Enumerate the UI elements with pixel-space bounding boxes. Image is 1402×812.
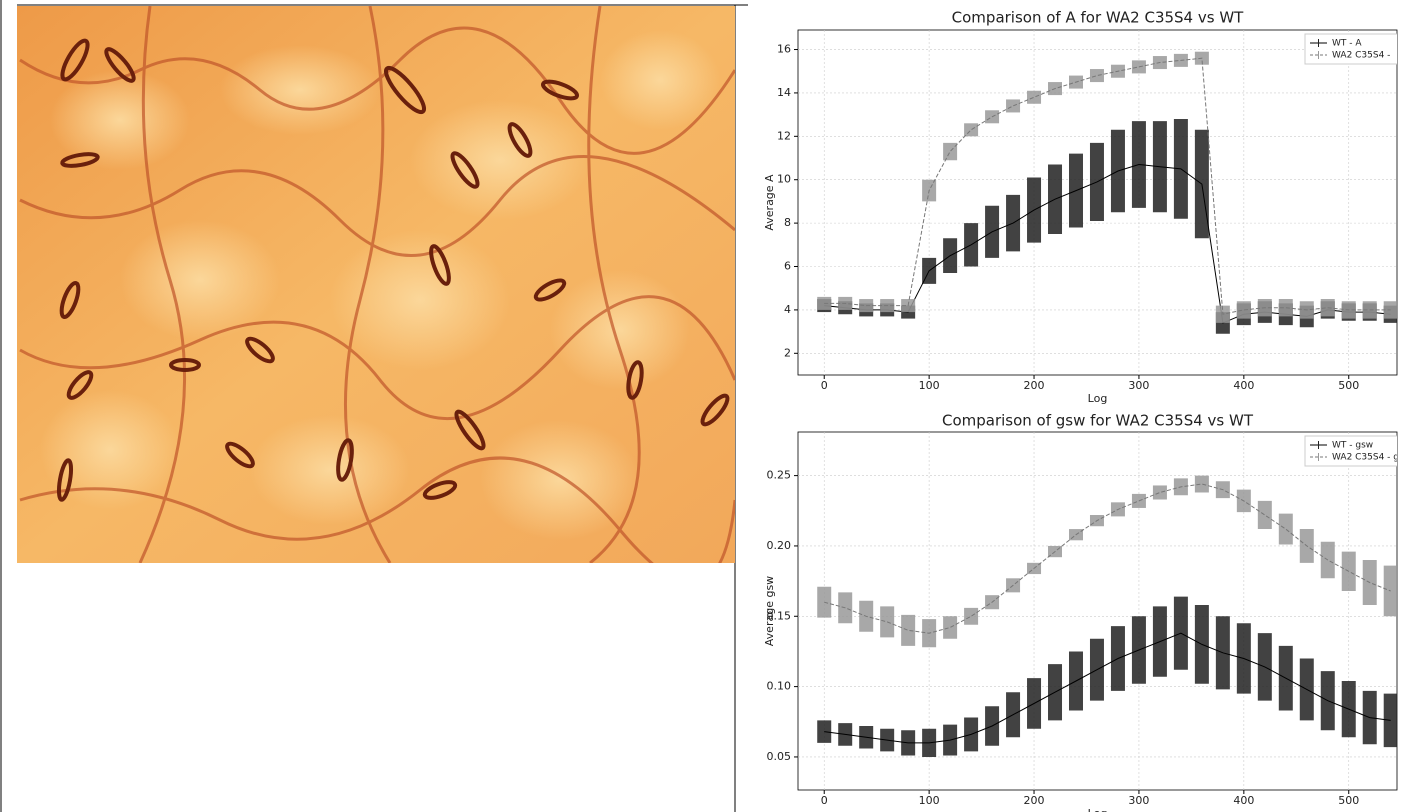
- y-tick-label: 4: [784, 303, 791, 316]
- legend-label: WT - gsw: [1332, 441, 1373, 451]
- y-tick-label: 0.05: [767, 750, 792, 763]
- y-tick-label: 12: [777, 129, 791, 142]
- x-axis-label: Log: [1088, 392, 1108, 405]
- y-tick-label: 16: [777, 43, 791, 56]
- x-tick-label: 100: [919, 794, 940, 807]
- x-tick-label: 300: [1128, 379, 1149, 392]
- x-tick-label: 200: [1024, 379, 1045, 392]
- x-tick-label: 300: [1128, 794, 1149, 807]
- y-axis-label: Average gsw: [763, 576, 776, 646]
- legend-box: [1304, 435, 1397, 467]
- series-line: [824, 163, 1391, 324]
- chart-title: Comparison of gsw for WA2 C35S4 vs WT: [942, 412, 1254, 430]
- legend-label: WT - A: [1332, 39, 1362, 49]
- legend: WT - A WA2 C35S4 -: [1304, 33, 1397, 65]
- y-tick-label: 14: [777, 86, 791, 99]
- legend-label: WA2 C35S4 -: [1332, 51, 1390, 61]
- series-line: [824, 57, 1391, 315]
- series-line: [824, 632, 1391, 744]
- chart: 0 100 200 300 400 500 2 4 6 8 10 12 14 16 Comparison o…: [763, 9, 1398, 405]
- plot-area: [797, 431, 1398, 791]
- x-tick-label: 200: [1024, 794, 1045, 807]
- y-tick-label: 0.25: [767, 469, 792, 482]
- y-axis-label: Average A: [763, 174, 776, 231]
- y-tick-label: 2: [784, 346, 791, 359]
- micrograph: [17, 6, 735, 563]
- x-tick-label: 400: [1233, 794, 1254, 807]
- legend: WT - gsw WA2 C35S4 - gs: [1304, 435, 1402, 467]
- x-axis-label: Log: [1088, 807, 1108, 812]
- x-tick-label: 500: [1338, 379, 1359, 392]
- x-tick-label: 100: [919, 379, 940, 392]
- x-tick-label: 0: [821, 379, 828, 392]
- y-tick-label: 0.10: [767, 680, 792, 693]
- legend-box: [1304, 33, 1397, 65]
- y-tick-label: 0.20: [767, 539, 792, 552]
- chart: 0 100 200 300 400 500 0.05 0.10 0.15 0.20 0.25 Comp…: [763, 412, 1402, 812]
- plot: [817, 51, 1397, 334]
- legend-label: WA2 C35S4 - gs: [1332, 453, 1402, 463]
- plot: [817, 475, 1397, 757]
- y-tick-label: 10: [777, 173, 791, 186]
- x-tick-label: 0: [821, 794, 828, 807]
- x-tick-label: 400: [1233, 379, 1254, 392]
- series-line: [824, 483, 1391, 634]
- y-tick-label: 8: [784, 216, 791, 229]
- y-tick-label: 0.15: [767, 609, 792, 622]
- y-tick-label: 6: [784, 260, 791, 273]
- x-tick-label: 500: [1338, 794, 1359, 807]
- chart-title: Comparison of A for WA2 C35S4 vs WT: [952, 9, 1244, 27]
